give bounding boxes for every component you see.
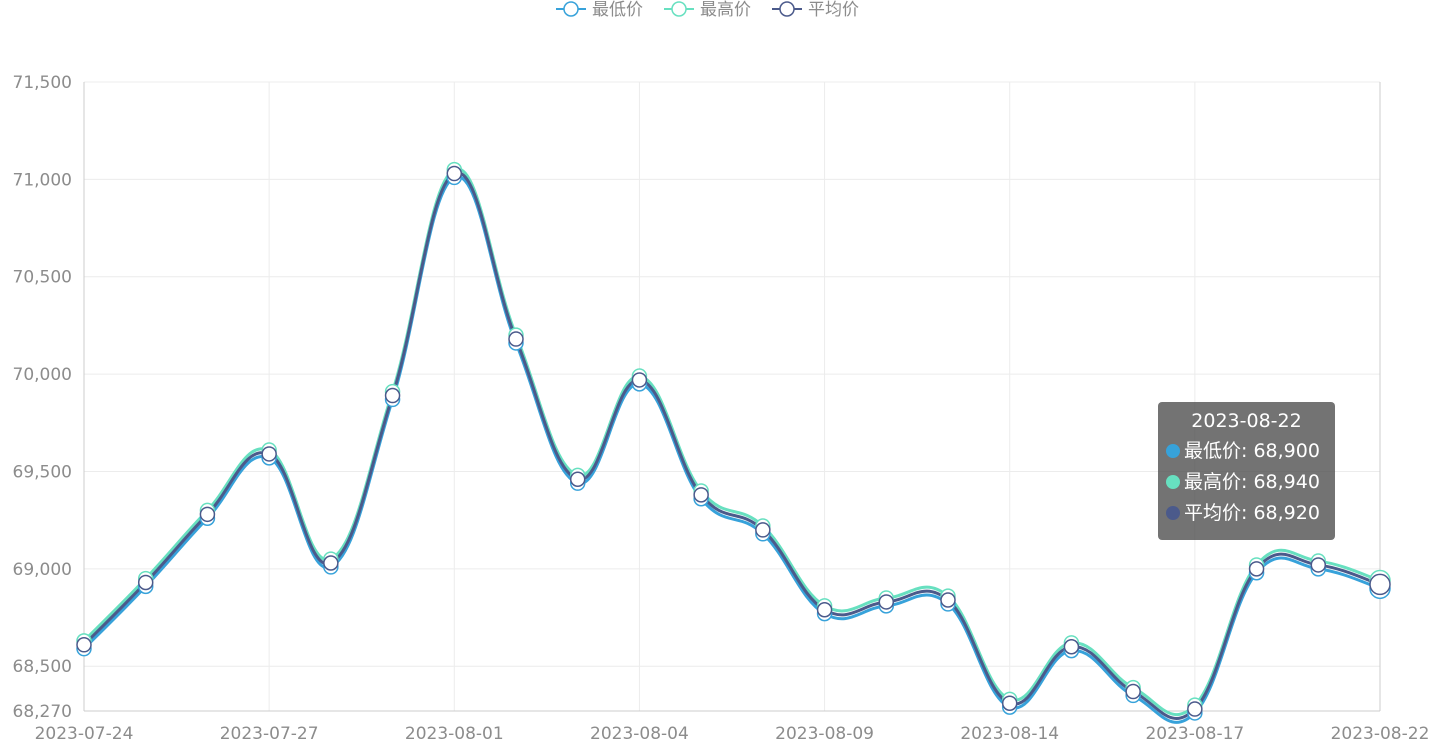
tooltip-row: 最高价68,940 [1166, 467, 1327, 498]
legend-label: 最低价 [592, 0, 643, 20]
y-tick-label: 68,500 [13, 657, 72, 677]
point [1369, 573, 1391, 596]
x-tick-label: 2023-08-14 [960, 724, 1059, 744]
point [261, 446, 277, 462]
y-tick-label: 69,000 [13, 560, 72, 580]
point [940, 592, 956, 608]
x-tick-label: 2023-08-01 [405, 724, 504, 744]
tooltip-dot [1166, 506, 1180, 520]
tooltip-value: 68,940 [1253, 471, 1320, 493]
point [693, 487, 709, 503]
tooltip-row: 最低价68,900 [1166, 436, 1327, 467]
point [446, 165, 463, 182]
legend-symbol [779, 1, 795, 17]
tooltip-name: 最高价 [1184, 471, 1253, 493]
tooltip-dot [1166, 475, 1180, 489]
x-tick-label: 2023-08-17 [1145, 724, 1244, 744]
legend-label: 平均价 [808, 0, 859, 20]
point [1125, 683, 1141, 700]
point [323, 555, 339, 571]
point [816, 601, 833, 618]
y-tick-label: 69,500 [13, 462, 72, 482]
y-tick-label: 70,500 [13, 268, 72, 288]
point [1001, 695, 1018, 711]
tooltip-value: 68,920 [1253, 502, 1320, 524]
y-tick-label: 71,500 [13, 73, 72, 93]
point [508, 331, 524, 347]
y-tick-label: 68,270 [13, 702, 72, 722]
series-line [82, 171, 1381, 720]
tooltip-row: 平均价68,920 [1166, 498, 1327, 529]
point [631, 372, 648, 388]
x-tick-label: 2023-07-24 [35, 724, 134, 744]
y-tick-label: 70,000 [13, 365, 72, 385]
point [1248, 561, 1265, 577]
x-tick-label: 2023-08-22 [1331, 724, 1430, 744]
y-tick-label: 71,000 [13, 170, 72, 190]
point [76, 637, 92, 653]
x-tick-label: 2023-08-09 [775, 724, 874, 744]
point [1187, 701, 1203, 717]
point [199, 506, 216, 523]
tooltip-value: 68,900 [1253, 440, 1320, 462]
x-tick-label: 2023-07-27 [220, 724, 319, 744]
point [569, 471, 586, 488]
tooltip-name: 平均价 [1184, 502, 1253, 524]
point [137, 574, 154, 591]
legend-label: 最高价 [700, 0, 751, 20]
point [1310, 557, 1327, 573]
tooltip-name: 最低价 [1184, 440, 1253, 462]
point [384, 387, 401, 404]
point [878, 594, 895, 610]
legend-symbol [563, 1, 579, 17]
point [1063, 638, 1080, 655]
legend-symbol [671, 1, 687, 17]
point [755, 522, 771, 538]
x-tick-label: 2023-08-04 [590, 724, 689, 744]
tooltip-title: 2023-08-22 [1191, 410, 1302, 432]
tooltip: 2023-08-22 最低价68,900 最高价68,940 平均价68,920 [1158, 402, 1335, 540]
tooltip-dot [1166, 444, 1180, 458]
